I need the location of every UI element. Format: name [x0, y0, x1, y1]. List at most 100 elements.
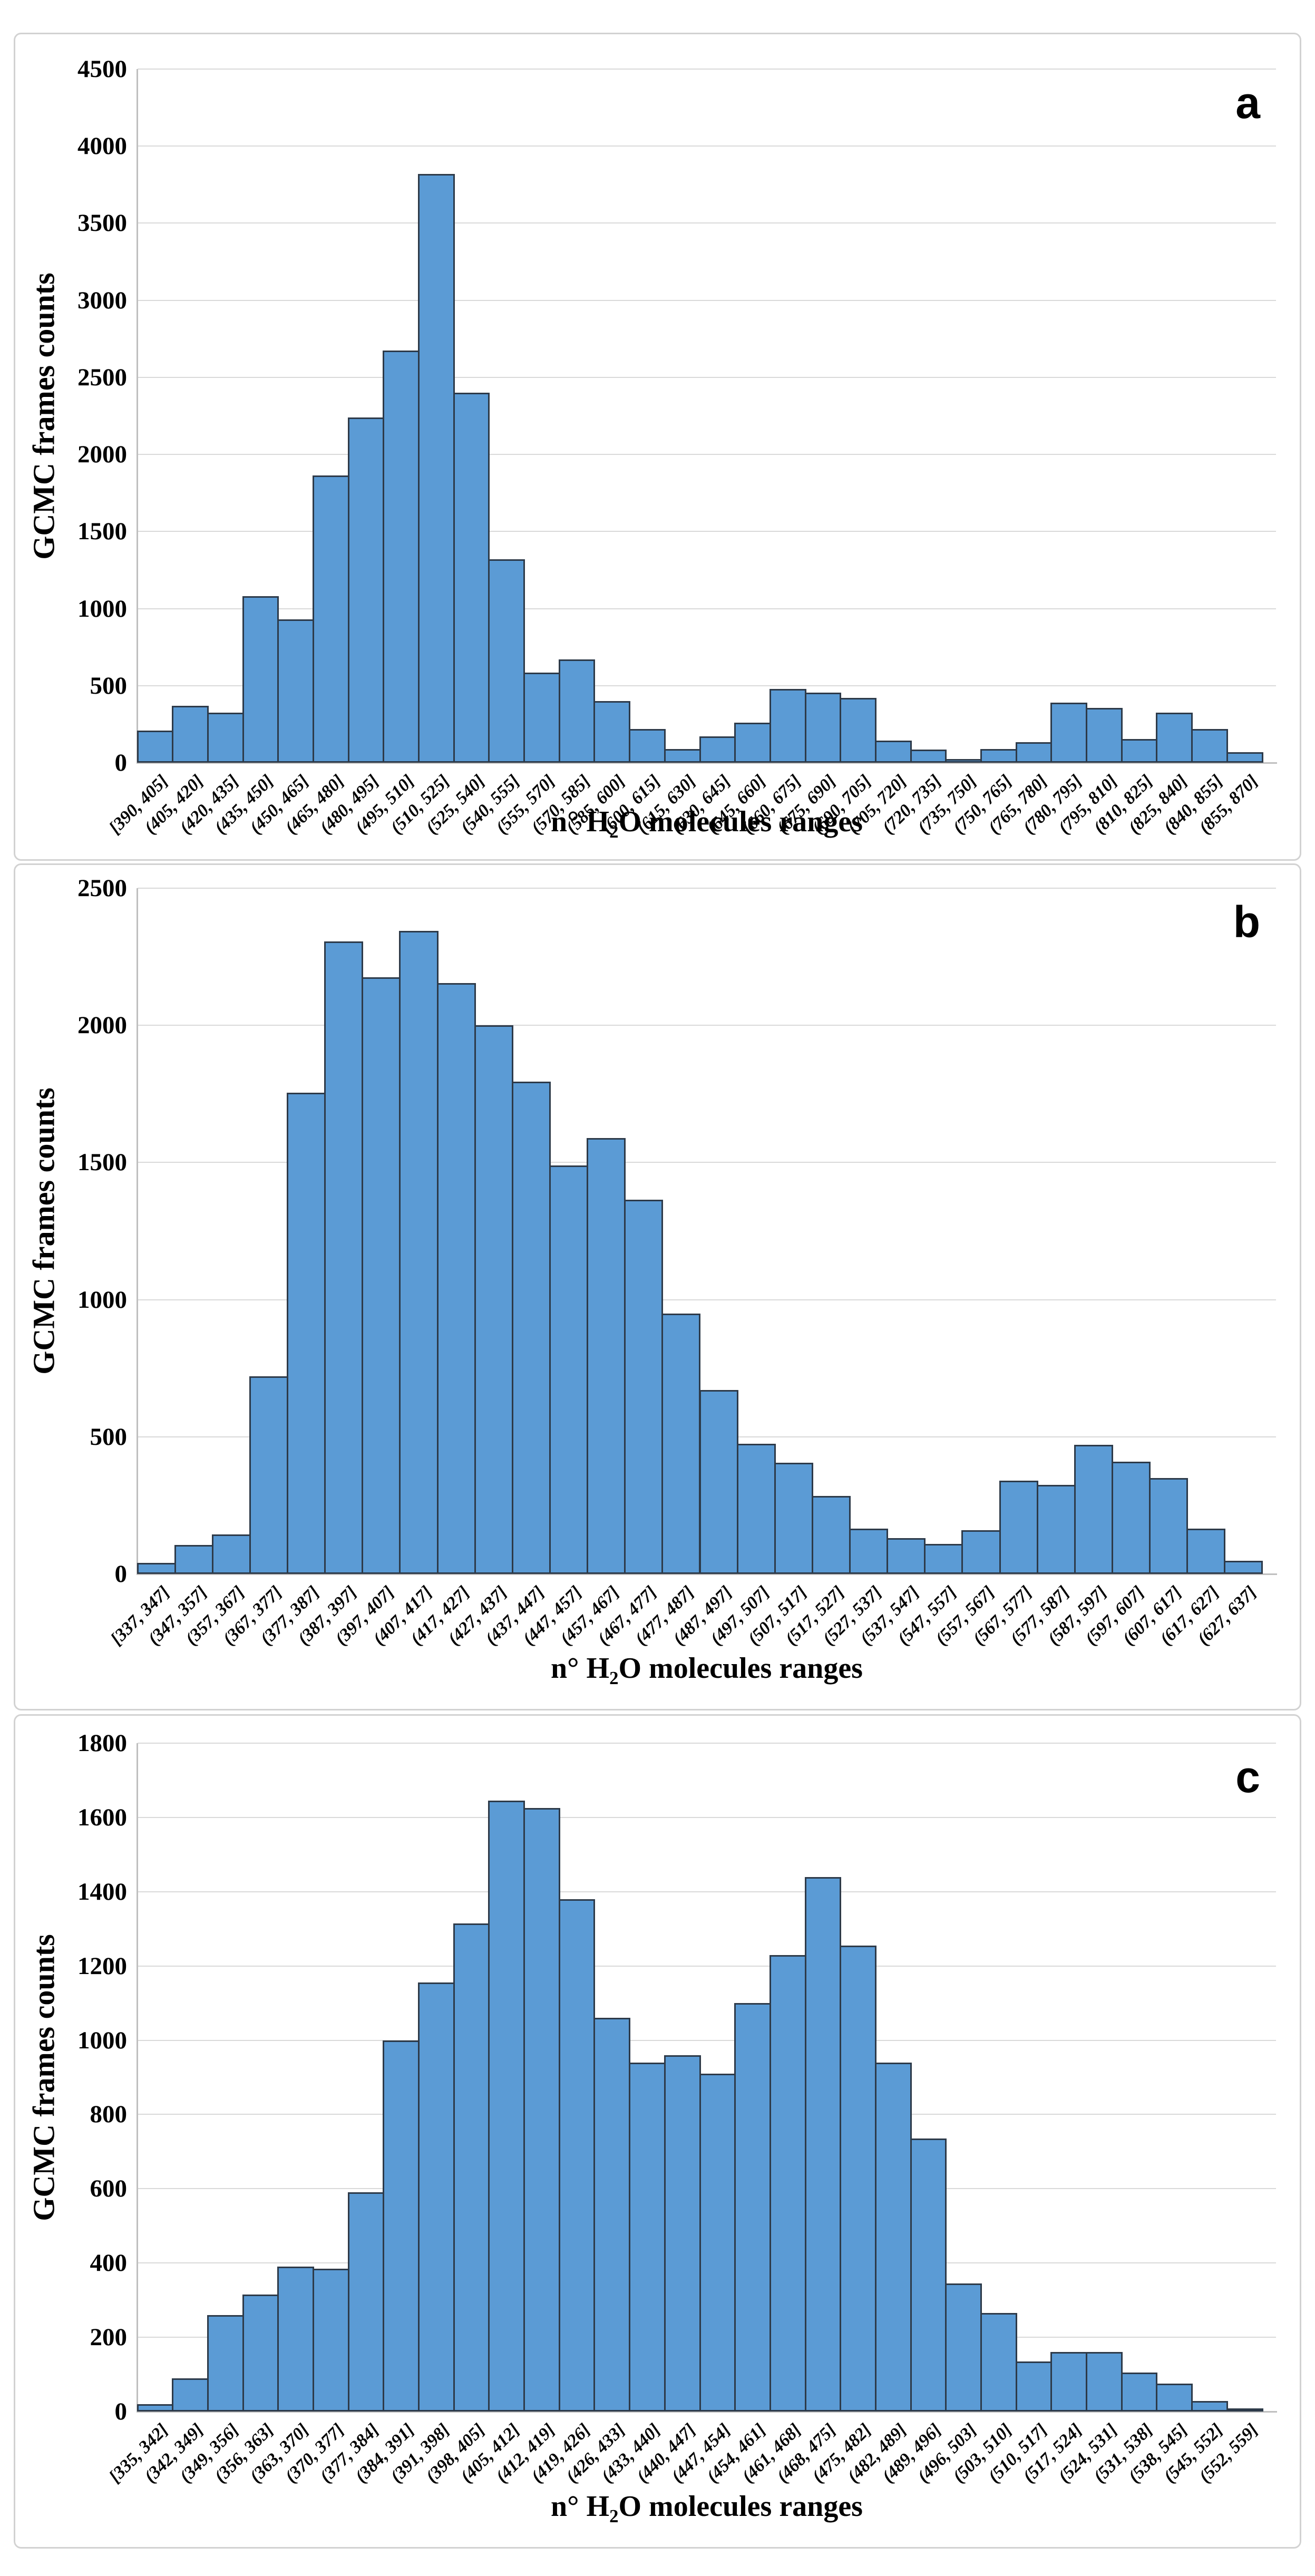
histogram-bar	[1050, 702, 1088, 763]
histogram-bar	[1226, 752, 1263, 763]
gridline	[138, 299, 1276, 301]
panel-label-a: a	[1235, 78, 1260, 128]
histogram-bar	[383, 2040, 420, 2412]
histogram-bar	[699, 736, 736, 763]
histogram-bar	[277, 619, 314, 763]
x-axis-title: n° H2O molecules ranges	[138, 2490, 1276, 2527]
histogram-bar	[474, 1025, 513, 1574]
histogram-bar	[174, 1545, 213, 1574]
gridline	[138, 1965, 1276, 1967]
histogram-bar	[840, 698, 876, 763]
panel-b: GCMC frames counts b 0 500 1000 1500 2000 250…	[14, 863, 1301, 1710]
gridline	[138, 685, 1276, 686]
histogram-bar	[207, 712, 244, 763]
gridline	[138, 454, 1276, 455]
histogram-bar	[1036, 1484, 1076, 1574]
gridline	[138, 145, 1276, 147]
histogram-bar	[1086, 2352, 1123, 2412]
y-tick-label: 1500	[77, 518, 127, 546]
y-tick-label: 400	[90, 2249, 128, 2277]
histogram-bar	[1149, 1477, 1189, 1574]
histogram-bar	[734, 722, 771, 763]
histogram-bar	[1224, 1561, 1263, 1574]
y-tick-label: 1600	[77, 1803, 127, 1831]
histogram-bar	[1086, 708, 1123, 763]
histogram-bar	[910, 2138, 947, 2412]
histogram-bar	[736, 1443, 776, 1574]
histogram-bar	[399, 930, 439, 1574]
gridline	[138, 2039, 1276, 2041]
histogram-bar	[1074, 1445, 1113, 1574]
histogram-bar	[774, 1463, 813, 1574]
histogram-bar	[324, 941, 364, 1574]
x-axis-title-suffix: O molecules ranges	[618, 805, 863, 838]
histogram-bar	[874, 740, 912, 763]
histogram-bar	[211, 1534, 251, 1574]
x-axis-title-suffix: O molecules ranges	[618, 2490, 863, 2523]
gridline	[138, 1299, 1276, 1300]
y-tick-label: 0	[114, 749, 128, 776]
gridline	[138, 222, 1276, 224]
y-tick-label: 2000	[77, 441, 127, 469]
histogram-bar	[549, 1165, 589, 1574]
gridline	[138, 608, 1276, 609]
y-tick-label: 4500	[77, 55, 127, 83]
histogram-bar	[249, 1376, 289, 1574]
y-tick-label: 1200	[77, 1952, 127, 1980]
histogram-bar	[840, 1945, 876, 2412]
histogram-bar	[804, 692, 842, 763]
histogram-bar	[1111, 1461, 1151, 1574]
histogram-bar	[362, 977, 401, 1574]
histogram-bar	[1226, 2408, 1263, 2412]
gridline	[138, 1025, 1276, 1026]
y-tick-label: 2500	[77, 874, 127, 902]
x-axis-title-subscript: 2	[609, 2506, 619, 2527]
gridline	[138, 1162, 1276, 1163]
histogram-bar	[661, 1313, 701, 1574]
histogram-bar	[558, 659, 596, 763]
y-axis-line	[137, 1743, 138, 2412]
histogram-bar	[699, 2073, 736, 2412]
y-tick-label: 500	[90, 1423, 128, 1451]
histogram-bar	[453, 393, 490, 763]
panel-label-c: c	[1235, 1752, 1260, 1802]
histogram-bar	[1050, 2352, 1088, 2412]
histogram-bar	[1015, 742, 1053, 763]
y-tick-label: 1000	[77, 595, 127, 623]
histogram-bar	[383, 350, 420, 763]
histogram-bar	[207, 2315, 244, 2412]
gridline	[138, 1743, 1276, 1744]
histogram-bar	[1121, 2373, 1158, 2412]
y-tick-label: 1800	[77, 1729, 127, 1757]
histogram-bar	[769, 1955, 806, 2412]
histogram-bar	[172, 705, 209, 763]
y-axis-title-text: GCMC frames counts	[26, 1087, 61, 1375]
x-axis-line	[137, 1573, 1277, 1575]
x-axis-title-prefix: n° H	[551, 805, 610, 838]
gridline	[138, 376, 1276, 378]
histogram-bar	[980, 749, 1017, 763]
y-tick-label: 1500	[77, 1149, 127, 1177]
y-tick-label: 1400	[77, 1878, 127, 1906]
histogram-bar	[287, 1092, 326, 1574]
y-axis-line	[137, 888, 138, 1574]
y-tick-label: 1000	[77, 2026, 127, 2054]
x-axis-title-prefix: n° H	[551, 1652, 610, 1685]
y-tick-label: 600	[90, 2175, 128, 2203]
histogram-bar	[1191, 2401, 1228, 2412]
histogram-bar	[587, 1138, 626, 1574]
x-axis-title: n° H2O molecules ranges	[138, 805, 1276, 842]
histogram-bar	[137, 2404, 174, 2412]
histogram-bar	[312, 2268, 349, 2412]
histogram-bar	[436, 983, 476, 1574]
gridline	[138, 888, 1276, 889]
histogram-bar	[312, 475, 349, 763]
histogram-bar	[804, 1877, 842, 2412]
histogram-bar	[593, 2018, 631, 2412]
y-tick-label: 2500	[77, 363, 127, 391]
x-axis-title: n° H2O molecules ranges	[138, 1651, 1276, 1689]
histogram-bar	[1156, 2384, 1193, 2412]
panel-label-b: b	[1233, 897, 1260, 947]
y-tick-label: 3500	[77, 209, 127, 237]
histogram-bar	[593, 701, 631, 763]
